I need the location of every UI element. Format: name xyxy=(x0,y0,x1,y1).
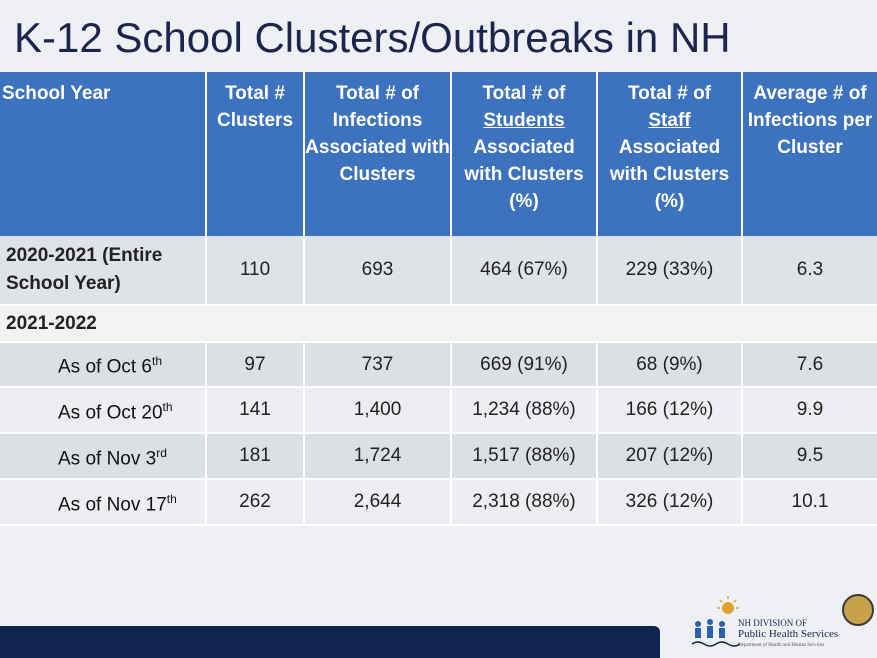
header-text: Average # of Infections per Cluster xyxy=(747,83,873,158)
header-text: Total # of Staff Associated with Clusters … xyxy=(598,80,741,215)
row-label: 2021-2022 xyxy=(0,306,877,343)
logo: NH DIVISION OF Public Health Services De… xyxy=(738,618,838,651)
header-cell: Total # of Students Associated with Cluste… xyxy=(452,72,598,236)
logo-line: Public Health Services xyxy=(738,628,839,640)
table-cell: 737 xyxy=(305,343,452,388)
logo-line: NH DIVISION OF xyxy=(738,618,807,628)
table-cell: 1,234 (88%) xyxy=(452,388,598,434)
header-text: Total # of Infections Associated with Cl… xyxy=(305,80,450,188)
row-label: As of Oct 20th xyxy=(0,388,207,434)
logo-line: Department of Health and Human Services xyxy=(738,643,825,648)
row-label-text: 2020-2021 (Entire School Year) xyxy=(6,242,205,298)
header-cell: Total # of Staff Associated with Clusters … xyxy=(598,72,743,236)
header-text: Total # of Students Associated with Cluste… xyxy=(452,80,596,215)
header-text: Associated with Clusters (%) xyxy=(609,137,730,212)
header-text: School Year xyxy=(2,83,111,104)
table-cell: 10.1 xyxy=(743,480,877,526)
table-cell: 693 xyxy=(305,236,452,306)
row-label: As of Oct 6th xyxy=(0,343,207,388)
row-label: As of Nov 17th xyxy=(0,480,207,526)
table-cell: 7.6 xyxy=(743,343,877,388)
table-cell: 669 (91%) xyxy=(452,343,598,388)
table-cell: 464 (67%) xyxy=(452,236,598,306)
header-text: Total # of xyxy=(482,83,566,104)
header-text: Total # of Infections Associated with Cl… xyxy=(305,83,450,185)
row-label-text: 2021-2022 xyxy=(6,310,97,338)
row-label-text: As of Oct 6th xyxy=(58,347,162,381)
row-label-text: As of Oct 20th xyxy=(58,393,173,427)
header-cell: Average # of Infections per Cluster xyxy=(743,72,877,236)
header-text: Associated with Clusters (%) xyxy=(464,137,584,212)
table-cell: 326 (12%) xyxy=(598,480,743,526)
table-cell: 97 xyxy=(207,343,305,388)
table-cell: 1,724 xyxy=(305,434,452,480)
header-cell: School Year xyxy=(0,72,207,236)
table-cell: 2,318 (88%) xyxy=(452,480,598,526)
table-cell: 6.3 xyxy=(743,236,877,306)
row-label-sup: th xyxy=(162,399,173,414)
row-label-text: As of Nov 17 xyxy=(58,494,167,516)
table-cell: 141 xyxy=(207,388,305,434)
seal xyxy=(842,594,874,626)
header-cell: Total # Clusters xyxy=(207,72,305,236)
header-text: Average # of Infections per Cluster xyxy=(743,80,877,161)
table-cell: 9.9 xyxy=(743,388,877,434)
row-label-text: 2020-2021 (Entire School Year) xyxy=(6,245,163,294)
logo-icon xyxy=(691,596,740,647)
row-label-text: As of Oct 6 xyxy=(58,356,152,378)
header-text: School Year xyxy=(2,80,110,107)
row-label-text: 2021-2022 xyxy=(6,312,97,334)
row-label-text: As of Nov 3rd xyxy=(58,439,167,473)
table-cell: 1,400 xyxy=(305,388,452,434)
row-label-sup: th xyxy=(166,491,177,506)
title: K-12 School Clusters/Outbreaks in NH xyxy=(14,14,731,61)
header-text: Total # of xyxy=(627,83,712,104)
table-cell: 2,644 xyxy=(305,480,452,526)
table-cell: 229 (33%) xyxy=(598,236,743,306)
table-cell: 1,517 (88%) xyxy=(452,434,598,480)
table-cell: 181 xyxy=(207,434,305,480)
row-label-text: As of Nov 17th xyxy=(58,485,177,519)
header-underlined: Students xyxy=(483,110,565,131)
header-cell: Total # of Infections Associated with Cl… xyxy=(305,72,452,236)
table-cell: 9.5 xyxy=(743,434,877,480)
header-text: Total # Clusters xyxy=(207,80,303,134)
header-underlined: Staff xyxy=(648,110,691,131)
row-label-text: As of Oct 20 xyxy=(58,402,163,424)
row-label: As of Nov 3rd xyxy=(0,434,207,480)
table-cell: 207 (12%) xyxy=(598,434,743,480)
table-cell: 68 (9%) xyxy=(598,343,743,388)
header-text: Total # Clusters xyxy=(216,83,294,131)
row-label-sup: rd xyxy=(156,445,167,460)
table-cell: 166 (12%) xyxy=(598,388,743,434)
table-cell: 262 xyxy=(207,480,305,526)
row-label-text: As of Nov 3 xyxy=(58,448,157,470)
table-cell: 110 xyxy=(207,236,305,306)
footer-bar xyxy=(0,626,660,658)
row-label-sup: th xyxy=(151,354,162,369)
row-label: 2020-2021 (Entire School Year) xyxy=(0,236,207,306)
